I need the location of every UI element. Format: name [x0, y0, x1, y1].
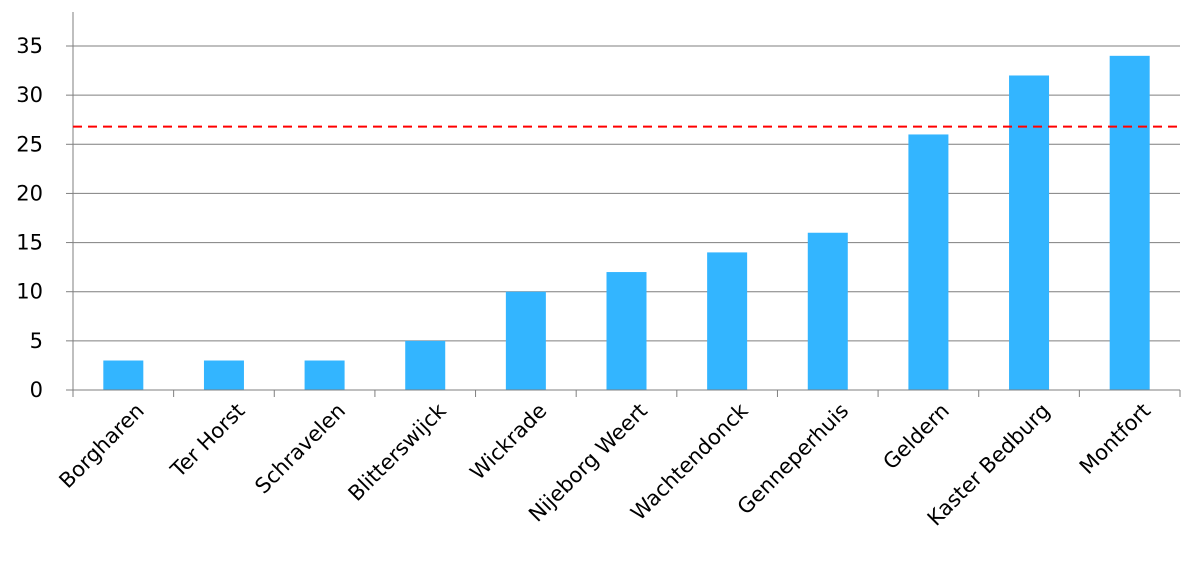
bar [1009, 75, 1050, 390]
y-tick-label: 5 [30, 329, 43, 353]
x-category-label: Borgharen [54, 399, 148, 493]
y-tick-label: 35 [16, 34, 43, 58]
x-category-label: Schravelen [250, 399, 350, 499]
y-tick-label: 30 [16, 83, 43, 107]
labels: 0 5 10 15 20 25 30 35 Borgharen Ter Horst Schravel… [16, 34, 1155, 530]
bar [103, 360, 144, 390]
bar [203, 360, 244, 390]
y-tick-label: 10 [16, 280, 43, 304]
y-tick-label: 25 [16, 132, 43, 156]
bar [606, 272, 647, 390]
bar [505, 291, 546, 390]
y-tick-label: 15 [16, 231, 43, 255]
axes [66, 12, 1181, 397]
x-category-label: Geldern [878, 399, 954, 475]
x-category-label: Blitterswijck [344, 398, 452, 506]
bar [304, 360, 345, 390]
y-tick-label: 0 [30, 378, 43, 402]
x-category-label: Ter Horst [165, 399, 249, 483]
bar [908, 134, 949, 390]
gridlines [73, 45, 1180, 342]
bar [405, 340, 446, 390]
x-category-label: Montfort [1075, 399, 1155, 479]
bar [707, 252, 748, 390]
x-category-label: Wickrade [465, 399, 551, 485]
bar [1109, 55, 1150, 390]
y-tick-label: 20 [16, 181, 43, 205]
bars [103, 55, 1150, 390]
bar [807, 232, 848, 390]
